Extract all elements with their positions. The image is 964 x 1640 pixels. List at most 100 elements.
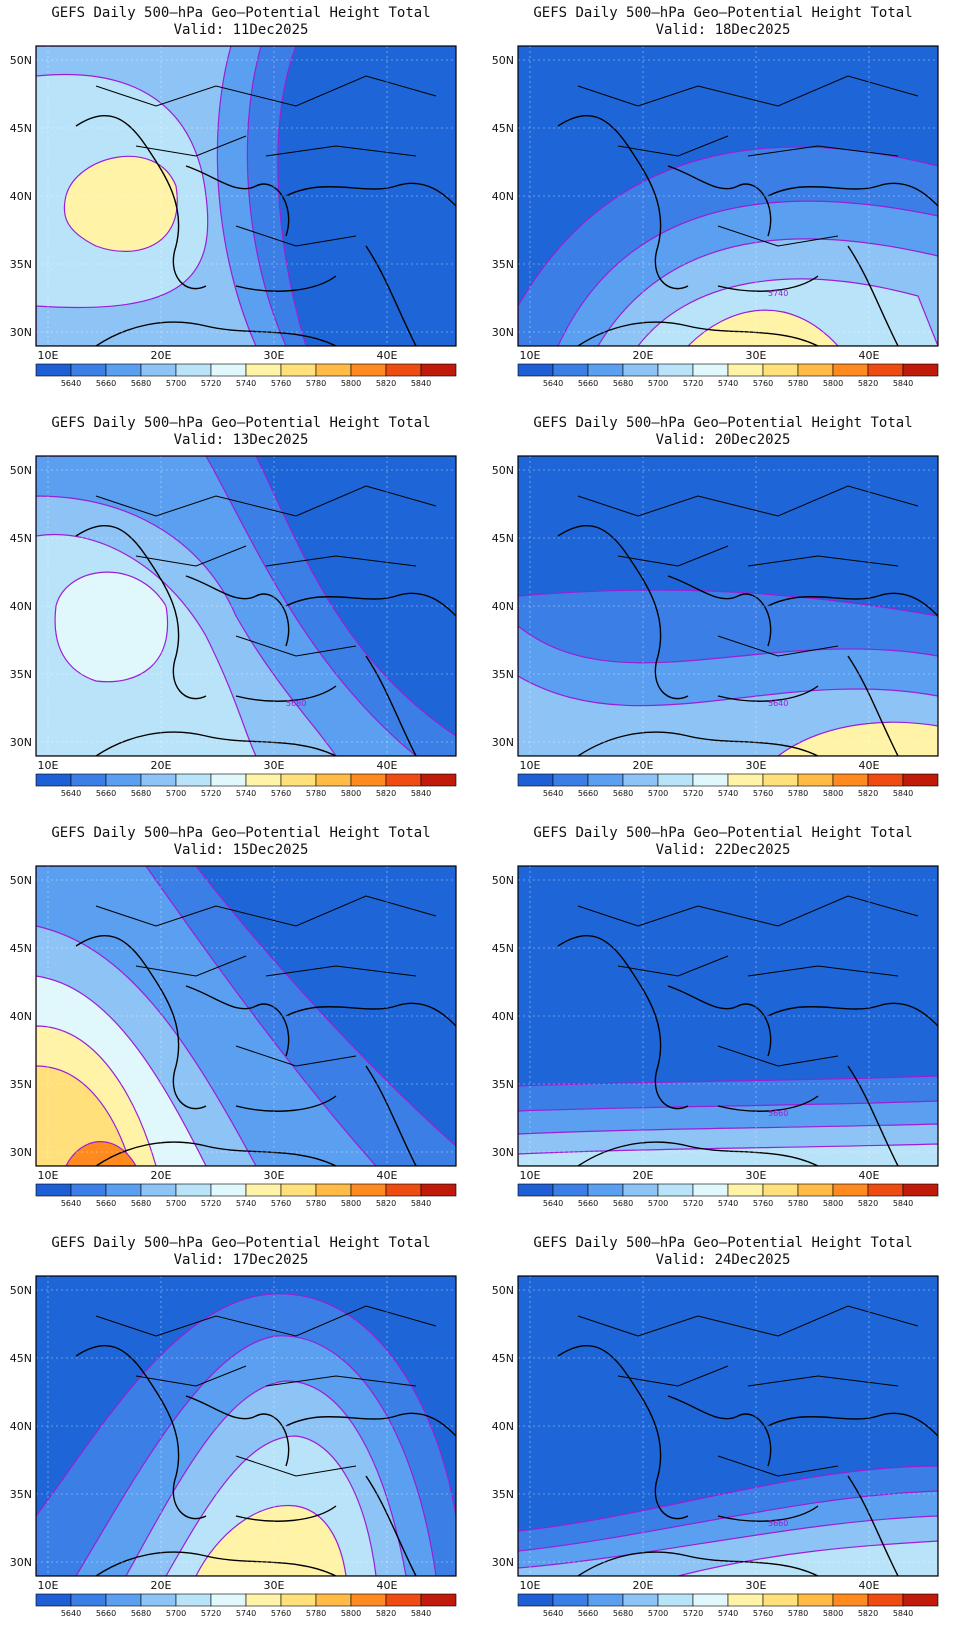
colorbar-label: 5740 [718,1609,738,1618]
colorbar-label: 5780 [306,1199,326,1208]
colorbar-swatch [552,1183,589,1197]
colorbar-swatch [210,363,247,377]
colorbar-swatch [420,363,457,377]
colorbar-label: 5760 [753,1609,773,1618]
lon-tick-label: 20E [633,1579,654,1592]
colorbar-label: 5680 [613,1199,633,1208]
height-contour-band [687,309,839,346]
panel-valid-date: Valid: 11Dec2025 [173,22,309,38]
lon-tick-label: 10E [520,1579,541,1592]
map-frame [517,455,939,757]
panel-title: GEFS Daily 500–hPa Geo–Potential Height … [51,825,431,841]
colorbar-label: 5680 [131,1609,151,1618]
lon-tick-label: 10E [520,349,541,362]
map-frame [517,865,939,1167]
map-frame [517,1275,939,1577]
lat-tick-label: 45N [492,1352,514,1365]
colorbar-swatch [622,363,659,377]
height-contour-band [65,1141,137,1166]
colorbar-swatch [517,1593,554,1607]
colorbar-label: 5780 [306,1609,326,1618]
lat-tick-label: 30N [10,1556,32,1569]
lon-tick-label: 10E [520,759,541,772]
colorbar-swatch [727,773,764,787]
panel-title: GEFS Daily 500–hPa Geo–Potential Height … [533,5,913,21]
colorbar-label: 5720 [683,789,703,798]
lat-tick-label: 40N [492,190,514,203]
colorbar-label: 5780 [788,379,808,388]
colorbar-label: 5760 [753,789,773,798]
lon-tick-label: 40E [377,1579,398,1592]
colorbar-label: 5700 [648,1199,668,1208]
lon-tick-label: 10E [38,349,59,362]
colorbar-label: 5660 [578,789,598,798]
panel-title: GEFS Daily 500–hPa Geo–Potential Height … [51,415,431,431]
colorbar-label: 5780 [788,1199,808,1208]
lon-tick-label: 40E [377,349,398,362]
colorbar-swatch [105,773,142,787]
map-frame [35,45,457,347]
colorbar-swatch [210,1183,247,1197]
coastline [75,525,456,756]
lat-tick-label: 35N [10,1488,32,1501]
colorbar-swatch [727,1183,764,1197]
lat-tick-label: 30N [10,326,32,339]
colorbar-swatch [797,1593,834,1607]
colorbar-label: 5660 [578,1609,598,1618]
lat-tick-label: 45N [10,942,32,955]
lat-tick-label: 40N [10,190,32,203]
colorbar-label: 5680 [613,789,633,798]
panel-valid-date: Valid: 20Dec2025 [655,432,791,448]
country-borders [577,75,919,247]
map-panel: GEFS Daily 500–hPa Geo–Potential Height … [0,410,482,820]
lat-tick-label: 45N [10,122,32,135]
lon-tick-label: 40E [859,349,880,362]
colorbar-swatch [105,1593,142,1607]
colorbar-label: 5820 [858,1609,878,1618]
colorbar-label: 5700 [166,1199,186,1208]
colorbar: 5640 5660 5680 5700 5720 5740 5760 5780 5800 5820… [517,363,939,388]
lat-tick-label: 30N [10,1146,32,1159]
colorbar-label: 5840 [893,1609,913,1618]
colorbar-label: 5700 [648,379,668,388]
colorbar-label: 5720 [201,379,221,388]
colorbar-swatch [70,773,107,787]
lat-tick-label: 50N [492,1284,514,1297]
country-borders [95,1305,437,1477]
lat-tick-label: 40N [10,600,32,613]
colorbar-swatch [70,1593,107,1607]
colorbar-swatch [385,1183,422,1197]
colorbar-label: 5780 [306,789,326,798]
colorbar-label: 5640 [543,1609,563,1618]
lon-tick-label: 30E [264,349,285,362]
lat-tick-label: 40N [10,1010,32,1023]
lat-tick-label: 50N [10,1284,32,1297]
contour-label: 5660 [768,1519,788,1528]
colorbar-swatch [140,773,177,787]
colorbar-label: 5640 [61,789,81,798]
lon-tick-label: 30E [264,759,285,772]
colorbar-swatch [175,1183,212,1197]
colorbar-swatch [657,363,694,377]
lat-tick-label: 50N [10,54,32,67]
colorbar-label: 5820 [376,1609,396,1618]
colorbar-label: 5760 [271,379,291,388]
colorbar-swatch [867,1183,904,1197]
colorbar-swatch [762,363,799,377]
country-borders [577,1305,919,1477]
map-panel: GEFS Daily 500–hPa Geo–Potential Height … [0,1230,482,1640]
colorbar-swatch [385,1593,422,1607]
coastline [75,115,456,346]
colorbar-swatch [692,1593,729,1607]
panel-title: GEFS Daily 500–hPa Geo–Potential Height … [51,5,431,21]
country-borders [95,75,437,247]
colorbar-label: 5680 [131,379,151,388]
height-contour-band [677,1540,938,1576]
panel-valid-date: Valid: 22Dec2025 [655,842,791,858]
lon-tick-label: 30E [746,1579,767,1592]
lat-tick-label: 35N [10,258,32,271]
colorbar-swatch [245,1593,282,1607]
lon-tick-label: 10E [38,759,59,772]
